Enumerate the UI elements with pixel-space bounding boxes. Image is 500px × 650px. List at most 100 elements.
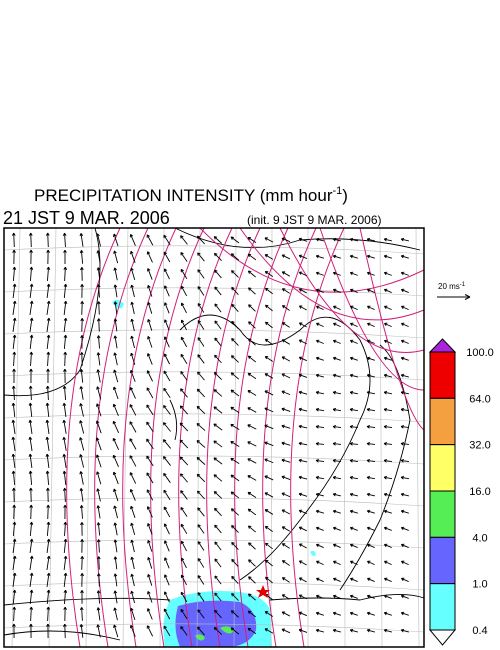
wind-arrow (332, 407, 342, 412)
colorbar-label: 32.0 (469, 440, 490, 452)
colorbar-label: 0.4 (472, 625, 487, 637)
wind-arrow (11, 470, 16, 486)
wind-arrow (281, 560, 290, 566)
wind-arrow (63, 266, 68, 281)
wind-arrow (29, 521, 34, 537)
wind-arrow (400, 305, 409, 311)
wind-arrow (96, 539, 101, 553)
grid-line (3, 413, 425, 423)
wind-arrow (197, 609, 205, 619)
wind-arrow (247, 270, 256, 278)
isobar (234, 227, 289, 648)
wind-arrow (130, 335, 135, 349)
wind-arrow (366, 407, 376, 412)
wind-arrow (113, 624, 119, 638)
colorbar-band (429, 351, 456, 399)
wind-arrow (281, 237, 291, 243)
wind-arrow (231, 575, 239, 584)
wind-arrow (129, 404, 137, 416)
wind-arrow (247, 355, 257, 363)
wind-arrow (315, 458, 325, 463)
colorbar-label: 64.0 (469, 393, 490, 405)
wind-arrow (315, 441, 325, 446)
wind-arrow (180, 490, 188, 500)
wind-arrow (28, 470, 33, 486)
wind-arrow (383, 424, 393, 429)
wind-arrow (366, 373, 375, 378)
wind-arrow (400, 492, 409, 497)
wind-arrow (264, 287, 273, 295)
wind-arrow (298, 441, 308, 446)
wind-arrow (332, 458, 342, 463)
wind-arrow (164, 574, 170, 586)
wind-arrow (383, 577, 392, 583)
wind-arrow (179, 405, 189, 415)
wind-arrow (80, 539, 84, 553)
wind-arrow (281, 254, 291, 260)
wind-arrow (180, 336, 188, 348)
wind-arrow (197, 337, 205, 347)
colorbar-label: 16.0 (469, 486, 490, 498)
wind-arrow (332, 339, 341, 344)
wind-arrow (79, 369, 84, 383)
wind-arrow (366, 560, 375, 566)
wind-arrow (231, 337, 239, 346)
wind-arrow (180, 388, 188, 398)
wind-arrow (214, 303, 222, 313)
wind-arrow (213, 457, 223, 465)
wind-arrow (366, 424, 376, 429)
map-frame (3, 227, 425, 648)
wind-arrow (264, 321, 273, 329)
wind-arrow (129, 233, 136, 246)
wind-arrow (247, 390, 257, 396)
wind-arrow (147, 285, 153, 297)
wind-arrow (298, 628, 308, 633)
wind-arrow (349, 288, 358, 293)
wind-arrow (11, 436, 16, 451)
wind-arrow (298, 594, 307, 600)
wind-arrow (12, 487, 16, 503)
grid-line (159, 227, 165, 648)
wind-arrow (62, 402, 67, 417)
wind-arrow (213, 423, 223, 431)
wind-arrow (281, 305, 290, 311)
wind-arrow (264, 254, 274, 260)
wind-arrow (79, 420, 85, 434)
wind-arrow (164, 540, 170, 552)
wind-arrow (366, 526, 375, 531)
vector-legend-text: 20 ms (438, 282, 460, 291)
wind-arrow (231, 270, 239, 278)
wind-arrow (332, 271, 341, 276)
wind-arrow (129, 488, 136, 501)
wind-arrow (130, 505, 136, 518)
wind-arrow (264, 525, 274, 533)
wind-arrow (146, 421, 154, 433)
wind-arrow (213, 389, 223, 397)
wind-arrow (213, 440, 223, 448)
wind-arrow (46, 589, 51, 605)
wind-arrow (230, 236, 240, 244)
wind-arrow (349, 373, 358, 378)
wind-arrow (230, 491, 240, 499)
wind-arrow (264, 576, 273, 584)
wind-arrow (163, 404, 171, 415)
wind-arrow (112, 437, 120, 450)
station-star (256, 585, 270, 598)
wind-arrow (248, 576, 256, 584)
wind-arrow (146, 455, 154, 467)
wind-arrow (29, 283, 34, 299)
wind-arrow (180, 251, 188, 262)
grid-line (85, 227, 93, 648)
wind-arrow (180, 557, 187, 569)
wind-arrow (383, 254, 392, 259)
wind-arrow (28, 232, 33, 248)
wind-arrow (281, 577, 290, 583)
wind-arrow (298, 611, 308, 617)
wind-arrow (230, 627, 240, 635)
wind-arrow (179, 422, 189, 432)
wind-arrow (298, 254, 308, 259)
wind-arrow (298, 237, 308, 242)
wind-arrow (29, 572, 34, 587)
wind-arrow (146, 234, 154, 246)
